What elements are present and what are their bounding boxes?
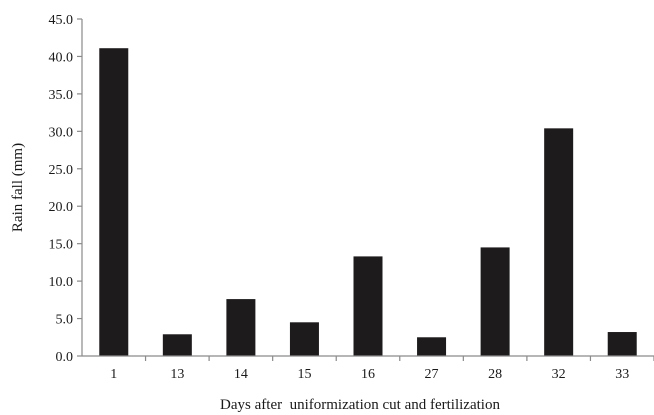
- x-axis-title: Days after uniformization cut and fertil…: [220, 397, 500, 413]
- x-tick-label: 15: [297, 367, 311, 382]
- bar-day-15: [289, 322, 319, 356]
- y-tick-label: 10.0: [49, 275, 74, 290]
- y-tick-label: 0.0: [56, 350, 74, 365]
- x-tick-label: 13: [170, 367, 184, 382]
- bars-layer: [99, 48, 637, 356]
- y-tick-label: 45.0: [49, 13, 74, 28]
- x-tick-label: 32: [552, 367, 566, 382]
- y-tick-label: 20.0: [49, 200, 74, 215]
- x-tick-label: 33: [615, 367, 629, 382]
- bar-day-32: [544, 128, 574, 356]
- x-ticks: 1 13 14 15 16 27 28 32 33: [110, 356, 654, 382]
- y-tick-label: 25.0: [49, 163, 74, 178]
- y-ticks: 0.0 5.0 10.0 15.0 20.0 25.0 30.0 35.0 40.0 45.0: [49, 13, 82, 365]
- x-tick-label: 1: [110, 367, 117, 382]
- y-tick-label: 35.0: [49, 88, 74, 103]
- y-tick-label: 5.0: [56, 313, 74, 328]
- y-tick-label: 30.0: [49, 125, 74, 140]
- x-tick-label: 14: [234, 367, 248, 382]
- y-tick-label: 15.0: [49, 238, 74, 253]
- bar-day-13: [162, 334, 192, 356]
- bar-day-1: [99, 48, 129, 356]
- bar-day-14: [226, 299, 256, 356]
- bar-day-16: [353, 256, 383, 356]
- x-tick-label: 27: [425, 367, 439, 382]
- y-tick-label: 40.0: [49, 50, 74, 65]
- bar-day-27: [417, 337, 447, 356]
- x-tick-label: 28: [488, 367, 502, 382]
- y-axis-title: Rain fall (mm): [10, 143, 26, 232]
- bar-day-33: [607, 332, 637, 356]
- bar-day-28: [480, 247, 510, 356]
- axes-layer: [81, 19, 654, 357]
- x-tick-label: 16: [361, 367, 375, 382]
